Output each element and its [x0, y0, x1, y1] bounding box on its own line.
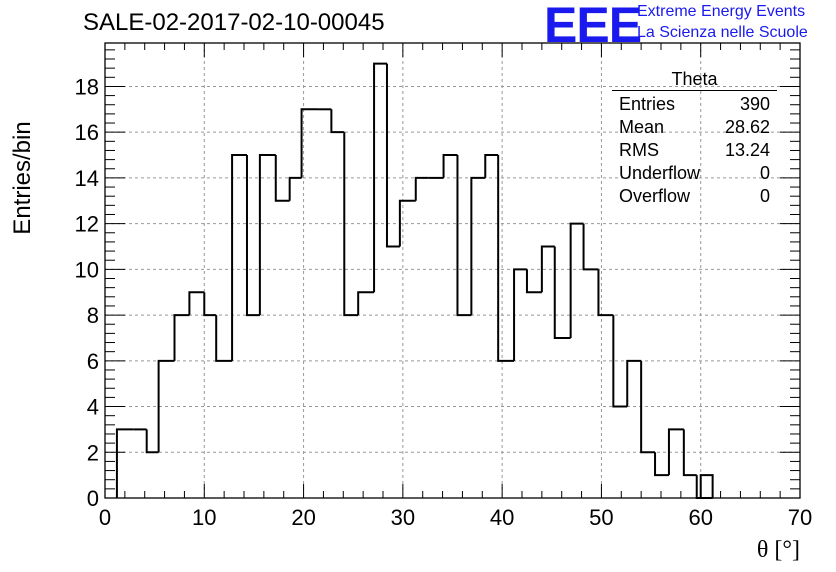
y-tick-label: 4: [87, 395, 99, 420]
histogram-bin: [203, 292, 217, 317]
histogram-bin: [484, 154, 499, 178]
histogram-bin: [115, 428, 134, 498]
stats-box: Theta Entries 390 Mean 28.62 RMS 13.24 U…: [609, 67, 780, 209]
histogram-steps: [115, 62, 714, 499]
histogram-bin: [173, 314, 190, 361]
x-tick-label: 60: [688, 505, 712, 530]
logo-subtitle-1: Extreme Energy Events: [637, 3, 806, 20]
y-tick-label: 16: [75, 120, 99, 145]
histogram-bin: [470, 176, 486, 316]
histogram-bin: [373, 62, 387, 293]
histogram-bin: [497, 155, 515, 362]
x-tick-label: 20: [291, 505, 315, 530]
x-tick-label: 50: [589, 505, 613, 530]
x-tick-label: 40: [490, 505, 514, 530]
histogram-bin: [215, 315, 233, 362]
histogram-bin: [525, 269, 542, 294]
histogram-bin: [553, 246, 571, 339]
stats-value: 13.24: [724, 140, 770, 160]
histogram-bin: [540, 245, 555, 293]
stats-divider: [612, 90, 777, 91]
stats-label: Mean: [619, 117, 665, 137]
y-axis-label: Entries/bin: [9, 121, 36, 234]
histogram-bin: [274, 155, 290, 202]
stats-title: Theta: [671, 69, 718, 89]
x-axis-label: θ [°]: [757, 537, 800, 563]
y-tick-label: 0: [87, 486, 99, 511]
stats-row-mean: Mean 28.62: [619, 117, 770, 139]
histogram-bin: [582, 223, 599, 271]
histogram-bin: [357, 291, 375, 316]
histogram-bin: [288, 176, 302, 201]
stats-row-entries: Entries 390: [619, 94, 770, 116]
histogram-bin: [626, 359, 642, 407]
stats-label: Entries: [619, 94, 676, 114]
stats-label: RMS: [619, 140, 659, 160]
histogram-bin: [667, 428, 684, 476]
grid-lines: [105, 43, 800, 498]
y-tick-label: 8: [87, 303, 99, 328]
histogram-bin: [343, 132, 359, 317]
histogram-bin: [682, 429, 697, 477]
stats-label: Underflow: [619, 163, 701, 183]
histogram-bin: [245, 155, 260, 317]
stats-value: 390: [739, 94, 770, 114]
stats-value: 0: [759, 163, 770, 183]
stats-value: 0: [759, 186, 770, 206]
axis-ticks: [104, 43, 801, 499]
histogram-bin: [330, 109, 345, 134]
logo-subtitle-2: La Scienza nelle Scuole: [637, 24, 808, 41]
y-tick-label: 14: [75, 166, 99, 191]
histogram-bin: [456, 155, 472, 317]
histogram-bin: [597, 269, 614, 317]
histogram-bin: [654, 452, 669, 477]
x-tick-label: 0: [99, 505, 111, 530]
histogram-bin: [188, 291, 205, 316]
histogram-bin: [385, 63, 400, 248]
histogram-bin: [414, 176, 429, 201]
y-tick-label: 18: [75, 74, 99, 99]
x-tick-label: 10: [192, 505, 216, 530]
histogram-bin: [695, 475, 713, 499]
histogram-bin: [699, 474, 714, 498]
y-tick-label: 10: [75, 257, 99, 282]
chart-title: SALE-02-2017-02-10-00045: [83, 9, 385, 36]
stats-row-rms: RMS 13.24: [619, 140, 770, 162]
eee-logo: EEE: [544, 0, 642, 53]
histogram-bin: [612, 315, 628, 408]
histogram-bin: [300, 108, 319, 178]
stats-row-underflow: Underflow 0: [619, 163, 770, 185]
histogram-bin: [231, 154, 247, 361]
y-tick-label: 6: [87, 349, 99, 374]
x-tick-label: 30: [391, 505, 415, 530]
stats-row-overflow: Overflow 0: [619, 186, 770, 208]
histogram-bin: [157, 359, 175, 453]
histogram-bin: [513, 268, 527, 361]
histogram-bin: [442, 154, 458, 178]
tick-labels: 0 10 20 30 40 50 60 70 0 2 4 6 8 10 12 14 16 18: [75, 74, 813, 530]
histogram-bin: [569, 222, 584, 338]
histogram-bin: [640, 360, 656, 454]
histogram-bin: [145, 429, 159, 454]
y-tick-label: 12: [75, 212, 99, 237]
stats-label: Overflow: [619, 186, 691, 206]
histogram-bin: [398, 199, 416, 247]
y-tick-label: 2: [87, 440, 99, 465]
plot-frame: [104, 42, 801, 499]
histogram-bin: [258, 154, 276, 316]
stats-value: 28.62: [724, 117, 770, 137]
x-tick-label: 70: [788, 505, 812, 530]
